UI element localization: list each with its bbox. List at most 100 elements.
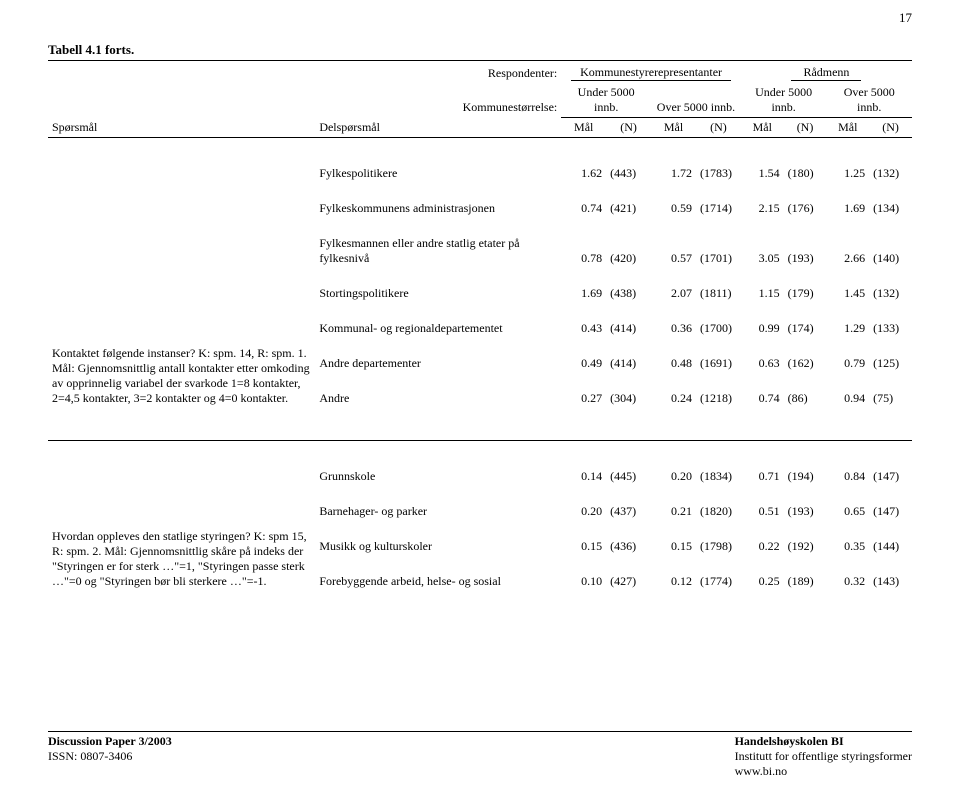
cell-n: (437) — [606, 486, 651, 521]
cell-n: (194) — [784, 440, 827, 486]
cell-n: (1714) — [696, 183, 741, 218]
cell-n: (132) — [869, 268, 912, 303]
respondenter-label: Respondenter: — [315, 63, 561, 83]
cell-value: 0.20 — [561, 486, 606, 521]
cell-value: 0.15 — [561, 521, 606, 556]
cell-value: 1.69 — [826, 183, 869, 218]
n-header: (N) — [784, 117, 827, 137]
footer-left: Discussion Paper 3/2003 ISSN: 0807-3406 — [48, 734, 172, 779]
row-label: Barnehager- og parker — [315, 486, 561, 521]
cell-n: (420) — [606, 218, 651, 268]
cell-value: 0.25 — [741, 556, 784, 591]
cell-n: (445) — [606, 440, 651, 486]
header-row-metrics: Spørsmål Delspørsmål Mål (N) Mål (N) Mål… — [48, 117, 912, 137]
cell-value: 0.21 — [651, 486, 696, 521]
cell-n: (427) — [606, 556, 651, 591]
cell-n: (134) — [869, 183, 912, 218]
footer-right: Handelshøyskolen BI Institutt for offent… — [735, 734, 912, 779]
cell-value: 0.10 — [561, 556, 606, 591]
cell-value: 0.27 — [561, 373, 606, 408]
col-over-b: Over 5000 innb. — [826, 83, 912, 118]
cell-n: (1691) — [696, 338, 741, 373]
cell-value: 0.43 — [561, 303, 606, 338]
cell-value: 0.63 — [741, 338, 784, 373]
cell-value: 0.12 — [651, 556, 696, 591]
cell-n: (1798) — [696, 521, 741, 556]
cell-value: 0.57 — [651, 218, 696, 268]
cell-n: (174) — [784, 303, 827, 338]
col-under-a: Under 5000 innb. — [561, 83, 651, 118]
footer-institute: Institutt for offentlige styringsformer — [735, 749, 912, 763]
cell-value: 0.99 — [741, 303, 784, 338]
cell-n: (421) — [606, 183, 651, 218]
page-number: 17 — [899, 10, 912, 26]
row-label: Stortingspolitikere — [315, 268, 561, 303]
cell-value: 0.24 — [651, 373, 696, 408]
cell-n: (86) — [784, 373, 827, 408]
cell-n: (176) — [784, 183, 827, 218]
col-over-a: Over 5000 innb. — [651, 83, 741, 118]
n-header: (N) — [606, 117, 651, 137]
mal-header: Mål — [561, 117, 606, 137]
cell-n: (1783) — [696, 137, 741, 183]
cell-value: 0.51 — [741, 486, 784, 521]
cell-value: 1.45 — [826, 268, 869, 303]
cell-value: 0.32 — [826, 556, 869, 591]
row-label: Forebyggende arbeid, helse- og sosial — [315, 556, 561, 591]
row-label: Andre — [315, 373, 561, 408]
cell-n: (133) — [869, 303, 912, 338]
storrelse-label: Kommunestørrelse: — [315, 83, 561, 118]
cell-value: 0.48 — [651, 338, 696, 373]
cell-value: 0.78 — [561, 218, 606, 268]
cell-n: (1701) — [696, 218, 741, 268]
row-label: Kommunal- og regionaldepartementet — [315, 303, 561, 338]
cell-n: (75) — [869, 373, 912, 408]
footer-issn: ISSN: 0807-3406 — [48, 749, 132, 763]
cell-value: 0.22 — [741, 521, 784, 556]
table-row: Hvordan oppleves den statlige styringen?… — [48, 440, 912, 486]
cell-n: (1218) — [696, 373, 741, 408]
cell-n: (304) — [606, 373, 651, 408]
cell-value: 0.74 — [741, 373, 784, 408]
cell-n: (147) — [869, 486, 912, 521]
cell-n: (1811) — [696, 268, 741, 303]
cell-n: (1700) — [696, 303, 741, 338]
cell-value: 0.49 — [561, 338, 606, 373]
footer-paper: Discussion Paper 3/2003 — [48, 734, 172, 748]
row-label: Fylkesmannen eller andre statlig etater … — [315, 218, 561, 268]
cell-value: 0.35 — [826, 521, 869, 556]
cell-value: 0.14 — [561, 440, 606, 486]
cell-n: (143) — [869, 556, 912, 591]
cell-value: 0.94 — [826, 373, 869, 408]
mal-header: Mål — [651, 117, 696, 137]
cell-value: 2.66 — [826, 218, 869, 268]
table-title: Tabell 4.1 forts. — [48, 42, 912, 58]
cell-value: 3.05 — [741, 218, 784, 268]
table-row: Kontaktet følgende instanser? K: spm. 14… — [48, 137, 912, 183]
cell-value: 1.54 — [741, 137, 784, 183]
cell-n: (147) — [869, 440, 912, 486]
cell-value: 1.62 — [561, 137, 606, 183]
mal-header: Mål — [741, 117, 784, 137]
cell-value: 0.71 — [741, 440, 784, 486]
row-label: Musikk og kulturskoler — [315, 521, 561, 556]
header-row-groups: Respondenter: Kommunestyrerepresentanter… — [48, 63, 912, 83]
question-text: Hvordan oppleves den statlige styringen?… — [48, 440, 315, 591]
cell-n: (144) — [869, 521, 912, 556]
group-a-label: Kommunestyrerepresentanter — [571, 65, 731, 81]
cell-n: (1774) — [696, 556, 741, 591]
cell-n: (436) — [606, 521, 651, 556]
cell-n: (179) — [784, 268, 827, 303]
group-b-label: Rådmenn — [791, 65, 861, 81]
delsporsmal-header: Delspørsmål — [315, 117, 561, 137]
cell-n: (189) — [784, 556, 827, 591]
n-header: (N) — [696, 117, 741, 137]
cell-value: 2.15 — [741, 183, 784, 218]
cell-value: 2.07 — [651, 268, 696, 303]
mal-header: Mål — [826, 117, 869, 137]
cell-n: (414) — [606, 303, 651, 338]
cell-value: 1.29 — [826, 303, 869, 338]
cell-value: 0.65 — [826, 486, 869, 521]
cell-value: 0.79 — [826, 338, 869, 373]
cell-n: (443) — [606, 137, 651, 183]
